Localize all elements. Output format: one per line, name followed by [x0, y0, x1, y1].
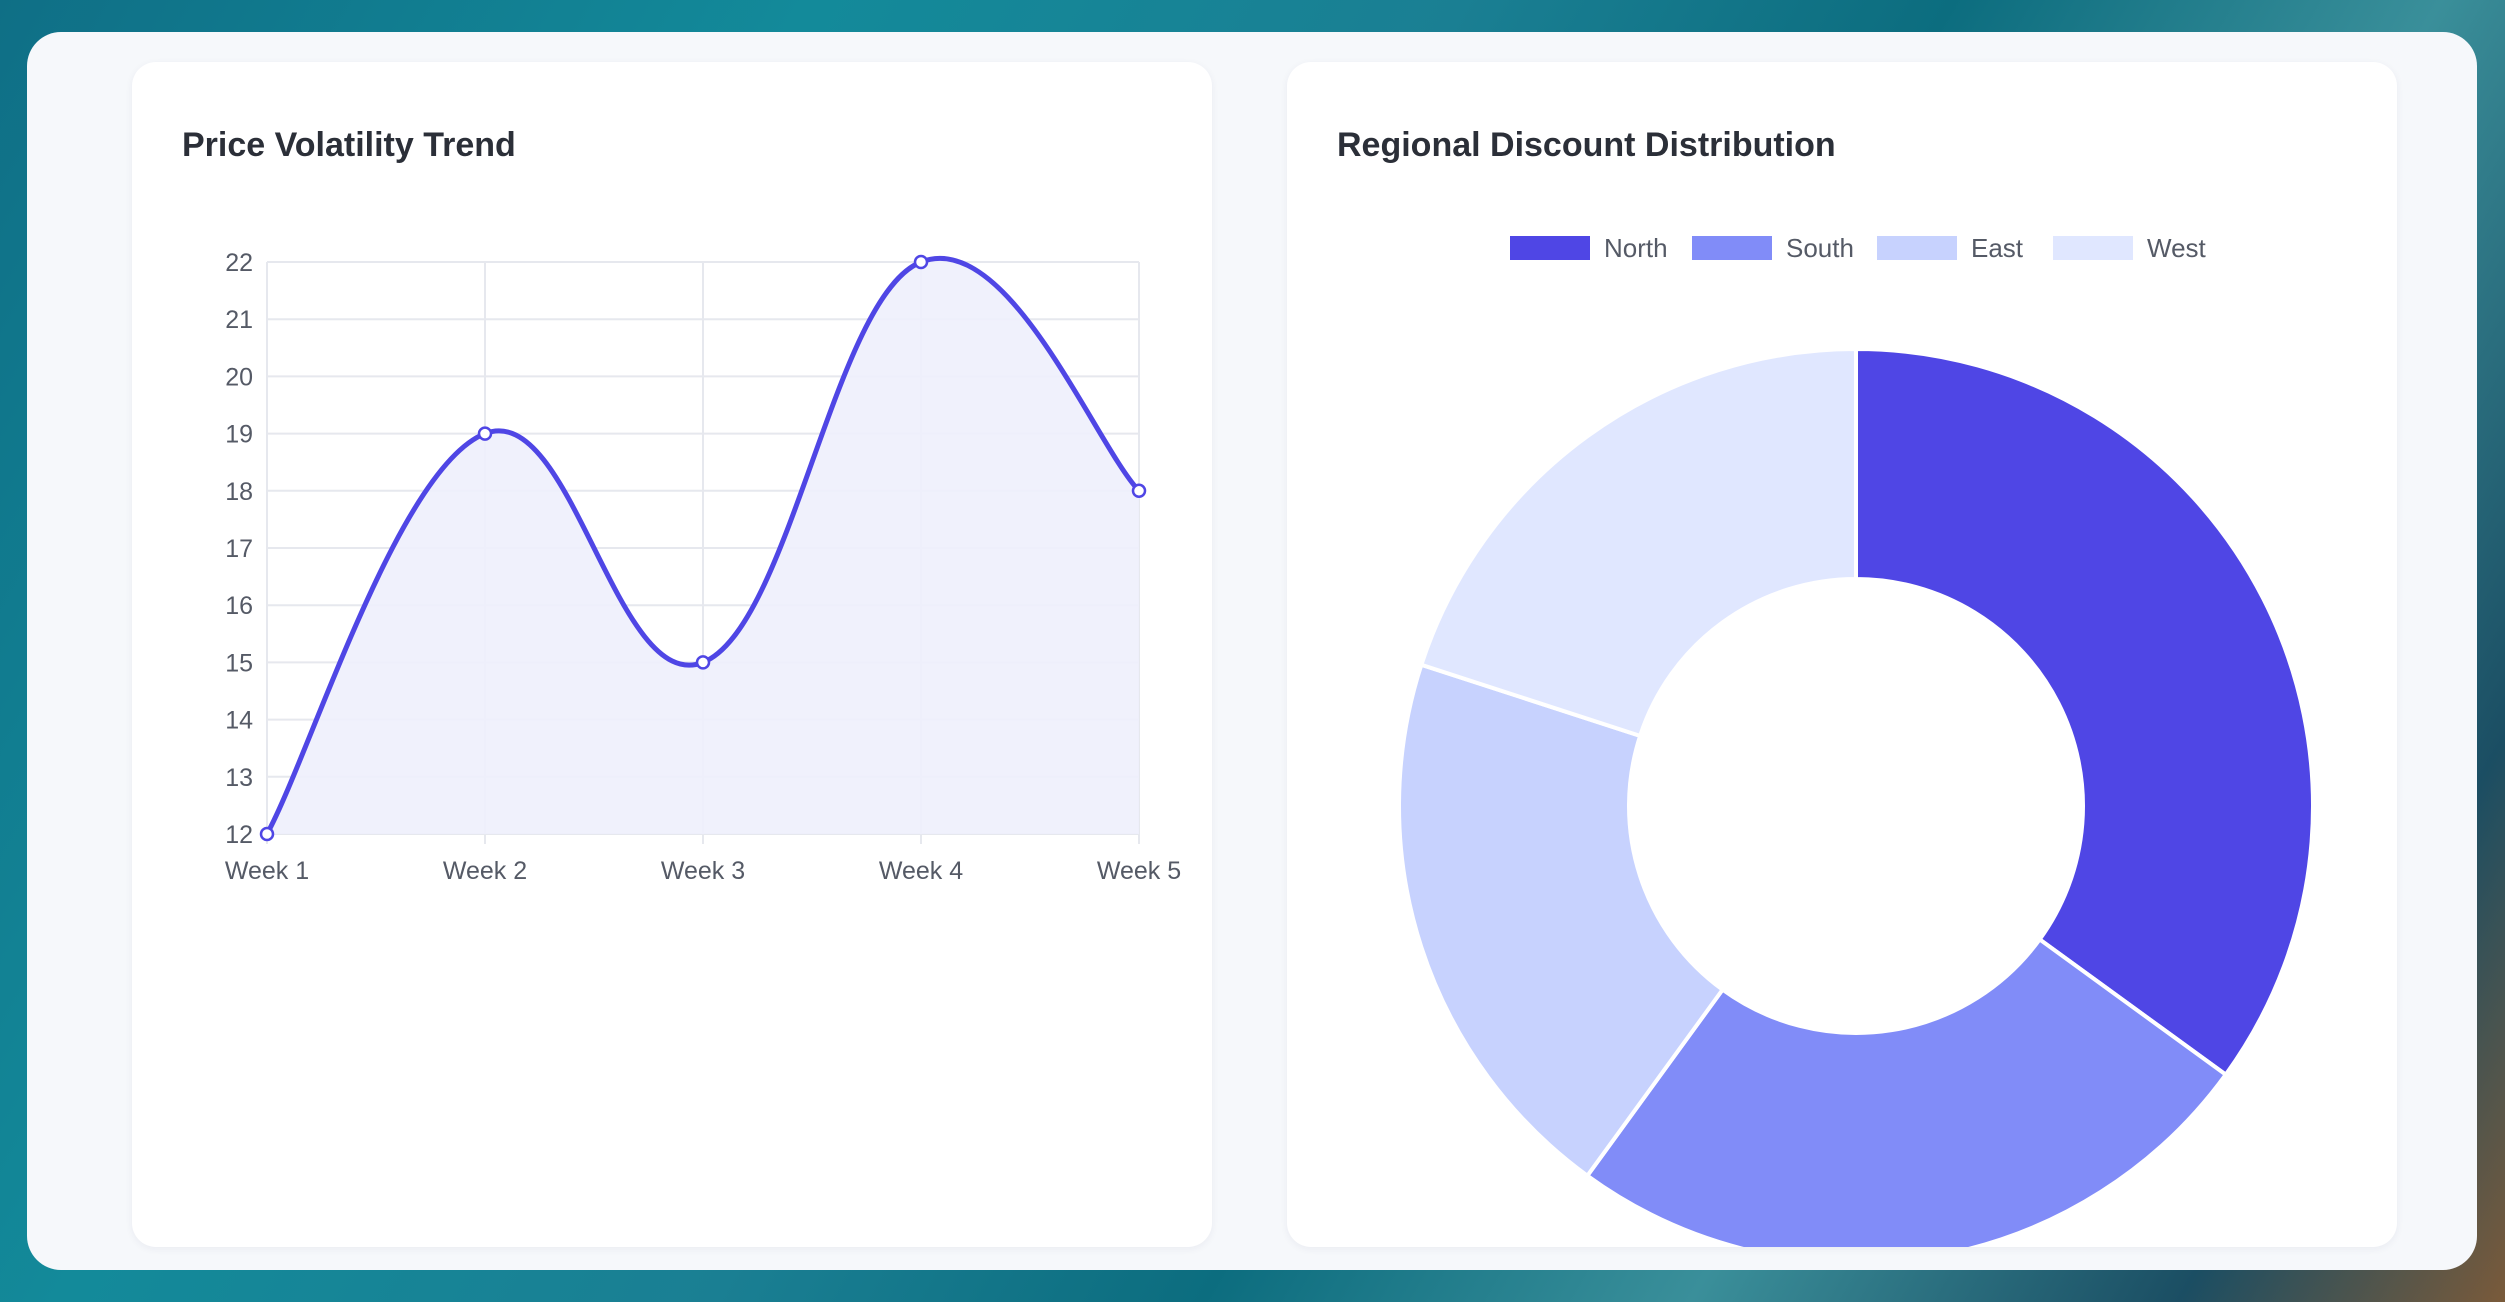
x-tick-label: Week 2 [443, 857, 527, 885]
y-tick-label: 21 [225, 306, 253, 334]
donut-slice [1397, 662, 1726, 1179]
donut-slice [1584, 936, 2229, 1247]
data-point [259, 826, 275, 842]
donut-slice [1854, 346, 2315, 1078]
legend-swatch [1692, 236, 1772, 260]
y-tick-label: 16 [225, 592, 253, 620]
donut-chart: North South East West [1397, 233, 2315, 1247]
card-title: Price Volatility Trend [182, 126, 516, 164]
line-chart: 12 13 14 15 16 17 18 19 20 21 22 Week 1 Week 2 Week 3… [225, 249, 1181, 885]
legend-label: South [1786, 233, 1854, 263]
x-tick-label: Week 4 [879, 857, 963, 885]
y-tick-label: 20 [225, 363, 253, 391]
price-volatility-card: Price Volatility Trend 12 13 14 15 16 17 18 19 2… [132, 62, 1212, 1247]
y-tick-label: 13 [225, 764, 253, 792]
data-point [477, 426, 493, 441]
data-point [1131, 483, 1147, 499]
x-tick-label: Week 3 [661, 857, 745, 885]
legend-swatch [1877, 236, 1957, 260]
regional-discount-card: Regional Discount Distribution North Sout… [1287, 62, 2397, 1247]
donut-slice [1418, 346, 1858, 739]
x-tick-label: Week 1 [225, 857, 309, 885]
x-tick-label: Week 5 [1097, 857, 1181, 885]
legend-label: North [1604, 233, 1668, 263]
y-tick-label: 18 [225, 478, 253, 506]
data-point [695, 655, 711, 670]
legend-swatch [2053, 236, 2133, 260]
data-point [913, 254, 929, 270]
y-tick-label: 12 [225, 821, 253, 849]
series-area [267, 258, 1139, 834]
y-tick-label: 19 [225, 421, 253, 449]
card-title: Regional Discount Distribution [1337, 126, 1836, 164]
y-tick-label: 22 [225, 249, 253, 277]
y-tick-label: 14 [225, 707, 253, 735]
legend-label: East [1971, 233, 2024, 263]
dashboard-frame: Price Volatility Trend 12 13 14 15 16 17 18 19 2… [27, 32, 2477, 1270]
y-tick-label: 15 [225, 649, 253, 677]
legend-label: West [2147, 233, 2207, 263]
legend-swatch [1510, 236, 1590, 260]
y-tick-label: 17 [225, 535, 253, 563]
